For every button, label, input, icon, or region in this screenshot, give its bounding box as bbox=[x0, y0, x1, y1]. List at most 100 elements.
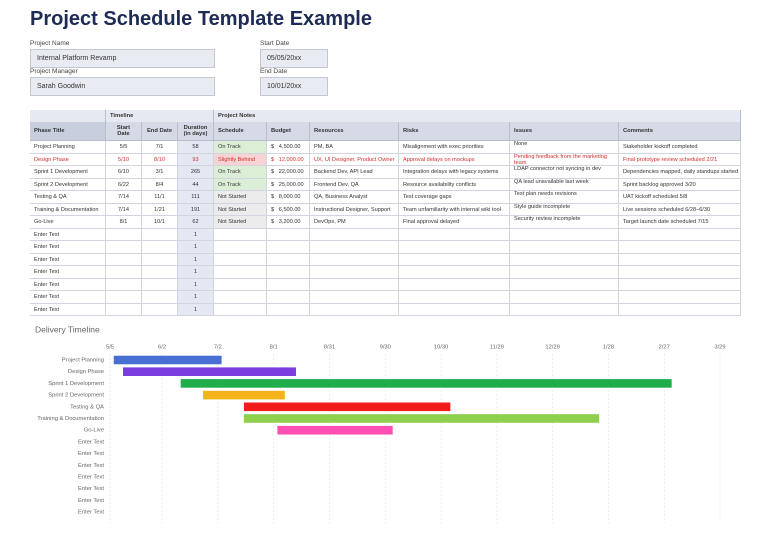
column-header: Schedule bbox=[214, 122, 267, 141]
field-value: Internal Platform Revamp bbox=[30, 49, 215, 68]
table-group-header: Timeline bbox=[106, 110, 214, 122]
duration-cell: 1 bbox=[178, 303, 214, 316]
table-cell: Project Planning bbox=[30, 141, 106, 154]
table-group-spacer bbox=[30, 110, 106, 122]
column-header: Issues bbox=[510, 122, 619, 141]
table-cell bbox=[399, 278, 510, 291]
table-cell bbox=[214, 278, 267, 291]
table-cell: Go-Live bbox=[30, 216, 106, 229]
table-cell: 8/10 bbox=[142, 153, 178, 166]
duration-cell: 1 bbox=[178, 266, 214, 279]
table-cell bbox=[399, 303, 510, 316]
y-tick-label: Training & Documentation bbox=[37, 416, 104, 422]
gantt-bar bbox=[277, 425, 393, 435]
column-header: Comments bbox=[619, 122, 741, 141]
table-cell bbox=[310, 291, 399, 304]
field-value: 10/01/20xx bbox=[260, 77, 328, 96]
table-cell bbox=[267, 241, 310, 254]
table-cell bbox=[510, 253, 619, 266]
table-cell: Enter Text bbox=[30, 278, 106, 291]
x-tick-label: 6/2 bbox=[158, 345, 166, 351]
field-value: Sarah Goodwin bbox=[30, 77, 215, 96]
x-tick-label: 2/27 bbox=[659, 345, 670, 351]
table-cell: $ 25,000.00 bbox=[267, 178, 310, 191]
table-cell bbox=[310, 278, 399, 291]
table-cell: Dependencies mapped, daily standups star… bbox=[619, 166, 741, 179]
table-cell bbox=[267, 278, 310, 291]
table-cell: Enter Text bbox=[30, 291, 106, 304]
column-header: Budget bbox=[267, 122, 310, 141]
table-cell bbox=[267, 291, 310, 304]
duration-cell: 191 bbox=[178, 203, 214, 216]
duration-cell: 1 bbox=[178, 253, 214, 266]
duration-cell: 44 bbox=[178, 178, 214, 191]
table-cell: On Track bbox=[214, 166, 267, 179]
y-tick-label: Enter Text bbox=[78, 451, 104, 457]
gantt-bar bbox=[243, 402, 451, 412]
x-tick-label: 11/29 bbox=[490, 345, 504, 351]
column-header: Phase Title bbox=[30, 122, 106, 141]
table-cell: On Track bbox=[214, 178, 267, 191]
table-cell: $ 3,200.00 bbox=[267, 216, 310, 229]
table-cell: 5/10 bbox=[106, 153, 142, 166]
duration-cell: 111 bbox=[178, 191, 214, 204]
duration-cell: 58 bbox=[178, 141, 214, 154]
table-cell: QA, Business Analyst bbox=[310, 191, 399, 204]
chart-title: Delivery Timeline bbox=[35, 324, 100, 334]
duration-cell: 1 bbox=[178, 278, 214, 291]
y-tick-label: Design Phase bbox=[68, 369, 104, 375]
table-cell: QA lead unavailable last week bbox=[510, 178, 619, 191]
table-cell: PM, BA bbox=[310, 141, 399, 154]
table-cell: 8/4 bbox=[142, 178, 178, 191]
table-cell bbox=[399, 228, 510, 241]
table-cell: Resource availability conflicts bbox=[399, 178, 510, 191]
table-cell: Enter Text bbox=[30, 266, 106, 279]
table-cell bbox=[267, 266, 310, 279]
gantt-bar bbox=[113, 355, 222, 365]
field-label: Project Manager bbox=[30, 68, 78, 75]
field-label: Project Name bbox=[30, 40, 70, 47]
table-cell bbox=[510, 303, 619, 316]
column-header: Resources bbox=[310, 122, 399, 141]
table-cell bbox=[399, 266, 510, 279]
table-cell: Not Started bbox=[214, 191, 267, 204]
table-cell bbox=[142, 303, 178, 316]
table-cell: $ 4,500.00 bbox=[267, 141, 310, 154]
table-cell: Testing & QA bbox=[30, 191, 106, 204]
table-cell bbox=[619, 291, 741, 304]
table-cell bbox=[142, 291, 178, 304]
field-label: Start Date bbox=[260, 40, 290, 47]
table-cell bbox=[267, 303, 310, 316]
gantt-bar bbox=[243, 414, 600, 423]
table-cell: Target launch date scheduled 7/15 bbox=[619, 216, 741, 229]
table-cell: 3/1 bbox=[142, 166, 178, 179]
table-cell bbox=[619, 303, 741, 316]
table-cell: Integration delays with legacy systems bbox=[399, 166, 510, 179]
x-tick-label: 12/29 bbox=[545, 345, 560, 351]
table-cell bbox=[214, 303, 267, 316]
x-tick-label: 10/30 bbox=[434, 345, 449, 351]
table-cell: Training & Documentation bbox=[30, 203, 106, 216]
table-cell bbox=[106, 241, 142, 254]
y-tick-label: Go-Live bbox=[84, 428, 104, 434]
table-cell bbox=[619, 228, 741, 241]
x-tick-label: 8/1 bbox=[270, 345, 278, 351]
table-cell: Sprint backlog approved 3/20 bbox=[619, 178, 741, 191]
x-tick-label: 3/29 bbox=[714, 345, 725, 351]
table-cell: On Track bbox=[214, 141, 267, 154]
table-cell bbox=[399, 241, 510, 254]
table-cell bbox=[214, 253, 267, 266]
table-cell: Security review incomplete bbox=[510, 216, 619, 229]
table-cell bbox=[310, 228, 399, 241]
duration-cell: 93 bbox=[178, 153, 214, 166]
duration-cell: 62 bbox=[178, 216, 214, 229]
table-cell: Instructional Designer, Support bbox=[310, 203, 399, 216]
table-cell: Design Phase bbox=[30, 153, 106, 166]
table-cell bbox=[267, 253, 310, 266]
table-cell bbox=[510, 291, 619, 304]
table-cell: Slightly Behind bbox=[214, 153, 267, 166]
table-cell bbox=[106, 253, 142, 266]
table-cell: 11/1 bbox=[142, 191, 178, 204]
y-tick-label: Testing & QA bbox=[70, 404, 104, 410]
table-cell: 7/14 bbox=[106, 191, 142, 204]
